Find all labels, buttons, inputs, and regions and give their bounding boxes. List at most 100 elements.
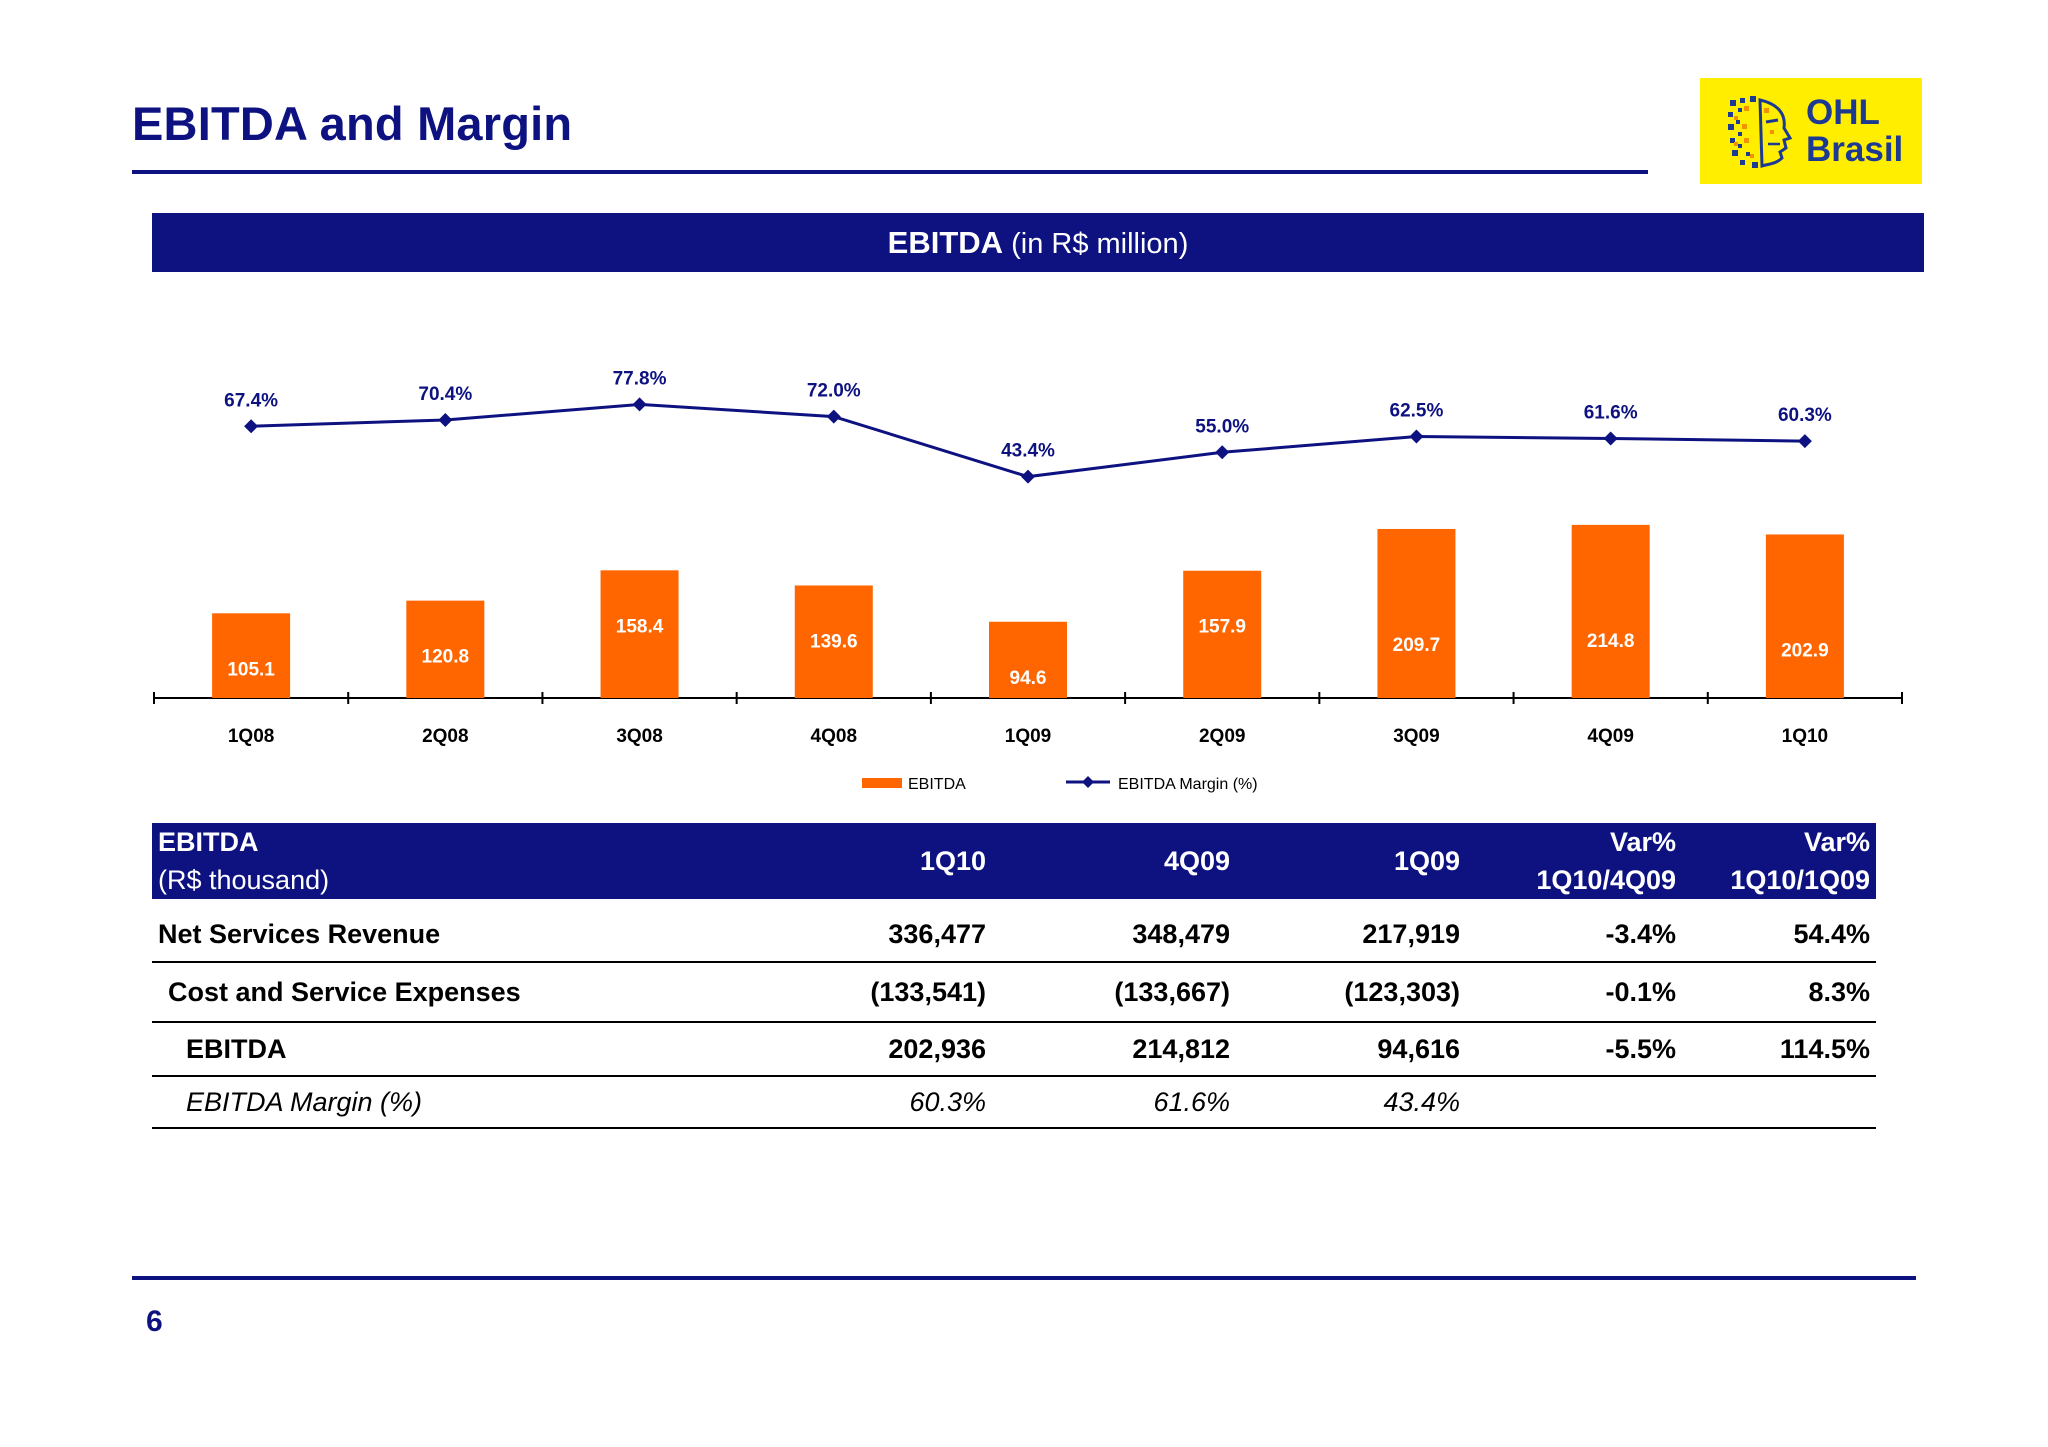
margin-value-label: 72.0%: [807, 381, 861, 402]
company-logo: OHL Brasil: [1700, 78, 1922, 184]
margin-point: [244, 419, 259, 434]
ebitda-bar: [406, 600, 485, 698]
bar-value-label: 94.6: [1010, 668, 1047, 689]
bar-value-label: 120.8: [422, 647, 470, 668]
x-tick-label: 2Q08: [422, 726, 468, 747]
bar-value-label: 209.7: [1393, 635, 1441, 656]
row-cell-1q10: 202,936: [812, 1022, 992, 1077]
row-cell-var2: 54.4%: [1682, 899, 1876, 963]
legend-swatch-margin-marker: [1082, 776, 1094, 788]
margin-value-label: 61.6%: [1584, 402, 1638, 423]
ebitda-table: EBITDA (R$ thousand) 1Q10 4Q09 1Q09 Var%…: [152, 823, 1876, 1129]
row-label: EBITDA: [152, 1022, 812, 1077]
table-header-var1-line2: 1Q10/4Q09: [1536, 865, 1676, 895]
x-tick-label: 3Q08: [616, 726, 662, 747]
ebitda-bar: [1765, 534, 1844, 698]
row-cell-var1: -0.1%: [1466, 962, 1682, 1023]
bar-value-label: 214.8: [1587, 631, 1635, 652]
margin-point: [1215, 445, 1230, 460]
x-tick-label: 3Q09: [1393, 726, 1439, 747]
margin-point: [632, 397, 647, 412]
ebitda-bar: [212, 613, 291, 698]
margin-value-label: 70.4%: [418, 384, 472, 405]
row-cell-1q09: 94,616: [1236, 1022, 1466, 1077]
row-cell-var2: 8.3%: [1682, 962, 1876, 1023]
page-title: EBITDA and Margin: [132, 97, 573, 150]
table-header-row: EBITDA (R$ thousand) 1Q10 4Q09 1Q09 Var%…: [152, 823, 1876, 899]
row-cell-1q09: 217,919: [1236, 899, 1466, 963]
margin-value-label: 62.5%: [1390, 401, 1444, 422]
row-cell-var2: 114.5%: [1682, 1022, 1876, 1077]
legend-label-ebitda: EBITDA: [908, 776, 966, 793]
ebitda-bar: [1183, 570, 1262, 698]
table-header-label: EBITDA (R$ thousand): [152, 823, 812, 899]
table-header-col3: 1Q09: [1236, 823, 1466, 899]
x-tick-label: 1Q08: [228, 726, 274, 747]
title-divider: [132, 170, 1648, 174]
row-cell-var1: -5.5%: [1466, 1022, 1682, 1077]
row-cell-4q09: 348,479: [992, 899, 1236, 963]
table-header-label-line2: (R$ thousand): [158, 865, 330, 895]
x-tick-label: 1Q09: [1005, 726, 1051, 747]
legend-label-margin: EBITDA Margin (%): [1118, 776, 1258, 793]
row-label: EBITDA Margin (%): [152, 1076, 812, 1129]
page-number: 6: [146, 1305, 163, 1338]
bar-value-label: 105.1: [227, 659, 275, 680]
margin-point: [1603, 431, 1618, 446]
x-tick-label: 4Q09: [1587, 726, 1633, 747]
face-logo-icon: [1728, 96, 1793, 169]
table-row: Cost and Service Expenses (133,541) (133…: [152, 962, 1876, 1023]
ebitda-bar: [794, 585, 873, 698]
margin-value-label: 55.0%: [1195, 416, 1249, 437]
chart-header-rest: (in R$ million): [1003, 228, 1189, 260]
logo-text-line2: Brasil: [1806, 130, 1904, 169]
margin-value-label: 60.3%: [1778, 405, 1832, 426]
margin-point: [1797, 434, 1812, 449]
x-tick-label: 2Q09: [1199, 726, 1245, 747]
ebitda-bar: [1571, 524, 1650, 698]
table-row: Net Services Revenue 336,477 348,479 217…: [152, 899, 1876, 963]
row-cell-1q10: (133,541): [812, 962, 992, 1023]
row-cell-1q09: 43.4%: [1236, 1076, 1466, 1129]
margin-point: [438, 412, 453, 427]
legend-swatch-ebitda: [862, 778, 902, 788]
row-cell-var1: -3.4%: [1466, 899, 1682, 963]
table-header-var1-line1: Var%: [1609, 827, 1676, 857]
table-row: EBITDA 202,936 214,812 94,616 -5.5% 114.…: [152, 1022, 1876, 1077]
table-header-col2: 4Q09: [992, 823, 1236, 899]
row-cell-1q10: 60.3%: [812, 1076, 992, 1129]
table-header-label-line1: EBITDA: [158, 827, 259, 857]
row-cell-1q09: (123,303): [1236, 962, 1466, 1023]
row-cell-4q09: 61.6%: [992, 1076, 1236, 1129]
margin-point: [1409, 429, 1424, 444]
ebitda-combo-chart: 105.1 1Q08 120.8 2Q08 158.4 3Q08 139.6 4Q08 94.6…: [153, 368, 1903, 793]
row-cell-var1: [1466, 1076, 1682, 1129]
x-tick-label: 4Q08: [811, 726, 857, 747]
table-header-col1: 1Q10: [812, 823, 992, 899]
row-cell-var2: [1682, 1076, 1876, 1129]
row-label: Cost and Service Expenses: [152, 962, 812, 1023]
margin-value-label: 43.4%: [1001, 441, 1055, 462]
bar-value-label: 157.9: [1198, 617, 1246, 638]
row-cell-4q09: 214,812: [992, 1022, 1236, 1077]
row-label: Net Services Revenue: [152, 899, 812, 963]
x-tick-label: 1Q10: [1782, 726, 1828, 747]
ebitda-bar: [989, 621, 1067, 698]
margin-value-label: 67.4%: [224, 390, 278, 411]
row-cell-4q09: (133,667): [992, 962, 1236, 1023]
margin-point: [1021, 469, 1035, 484]
table-header-var2: Var% 1Q10/1Q09: [1682, 823, 1876, 899]
logo-text-line1: OHL: [1806, 93, 1880, 132]
bar-value-label: 202.9: [1781, 640, 1829, 661]
bar-value-label: 139.6: [810, 631, 858, 652]
margin-point: [826, 409, 841, 424]
ebitda-bar: [600, 570, 679, 698]
table-header-var2-line1: Var%: [1803, 827, 1870, 857]
table-header-var2-line2: 1Q10/1Q09: [1730, 865, 1870, 895]
table-row: EBITDA Margin (%) 60.3% 61.6% 43.4%: [152, 1076, 1876, 1129]
chart-header-bold: EBITDA: [887, 225, 1004, 260]
chart-header-bar: EBITDA (in R$ million): [152, 213, 1924, 272]
row-cell-1q10: 336,477: [812, 899, 992, 963]
footer-divider: [132, 1276, 1916, 1280]
margin-value-label: 77.8%: [613, 368, 667, 389]
